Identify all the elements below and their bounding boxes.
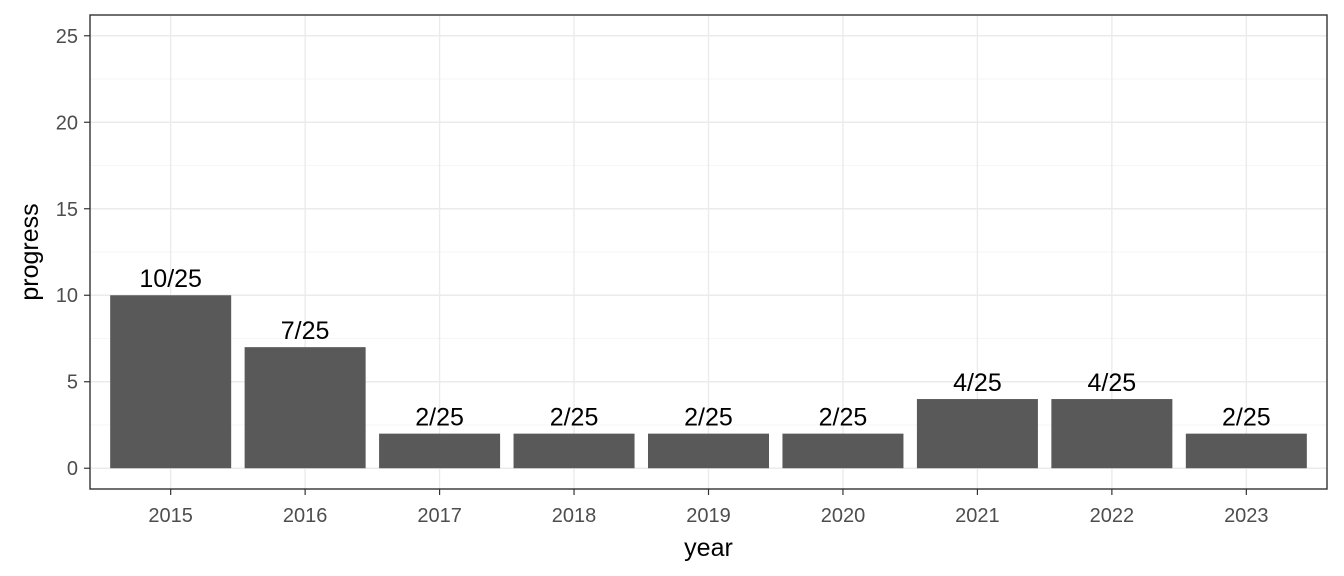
x-tick-label: 2018 bbox=[552, 505, 597, 527]
bar-data-label: 10/25 bbox=[139, 265, 202, 293]
bar-data-label: 2/25 bbox=[415, 404, 464, 432]
bar-data-label: 2/25 bbox=[684, 404, 733, 432]
x-tick-label: 2023 bbox=[1224, 505, 1269, 527]
x-tick-label: 2015 bbox=[148, 505, 193, 527]
x-tick-label: 2017 bbox=[417, 505, 462, 527]
bar bbox=[782, 433, 904, 469]
bar bbox=[1185, 433, 1307, 469]
bar bbox=[379, 433, 501, 469]
bar bbox=[110, 295, 232, 469]
bar bbox=[513, 433, 635, 469]
y-tick-label: 15 bbox=[56, 199, 78, 221]
bar-data-label: 4/25 bbox=[953, 369, 1002, 397]
y-tick-label: 5 bbox=[67, 372, 78, 394]
bar-data-label: 2/25 bbox=[819, 404, 868, 432]
y-axis: 0 5 10 15 20 25 bbox=[56, 26, 90, 480]
bar-data-label: 7/25 bbox=[281, 317, 330, 345]
y-axis-title: progress bbox=[16, 203, 44, 300]
x-tick-label: 2019 bbox=[686, 505, 731, 527]
bar bbox=[244, 347, 366, 469]
x-axis-title: year bbox=[684, 534, 733, 562]
bar bbox=[916, 399, 1038, 469]
data-labels: 10/25 7/25 2/25 2/25 2/25 2/25 4/25 4/25 2/25 bbox=[139, 265, 1270, 431]
bar-data-label: 2/25 bbox=[550, 404, 599, 432]
y-tick-label: 10 bbox=[56, 285, 78, 307]
bar-data-label: 2/25 bbox=[1222, 404, 1271, 432]
y-tick-label: 25 bbox=[56, 26, 78, 48]
bars bbox=[110, 295, 1307, 469]
x-tick-label: 2020 bbox=[821, 505, 866, 527]
bar-data-label: 4/25 bbox=[1088, 369, 1137, 397]
bar bbox=[1051, 399, 1173, 469]
x-tick-label: 2022 bbox=[1090, 505, 1135, 527]
x-axis: 2015 2016 2017 2018 2019 2020 2021 2022 2023 bbox=[148, 489, 1269, 527]
y-tick-label: 0 bbox=[67, 458, 78, 480]
x-tick-label: 2016 bbox=[283, 505, 328, 527]
x-tick-label: 2021 bbox=[955, 505, 1000, 527]
y-tick-label: 20 bbox=[56, 112, 78, 134]
bar bbox=[647, 433, 770, 469]
